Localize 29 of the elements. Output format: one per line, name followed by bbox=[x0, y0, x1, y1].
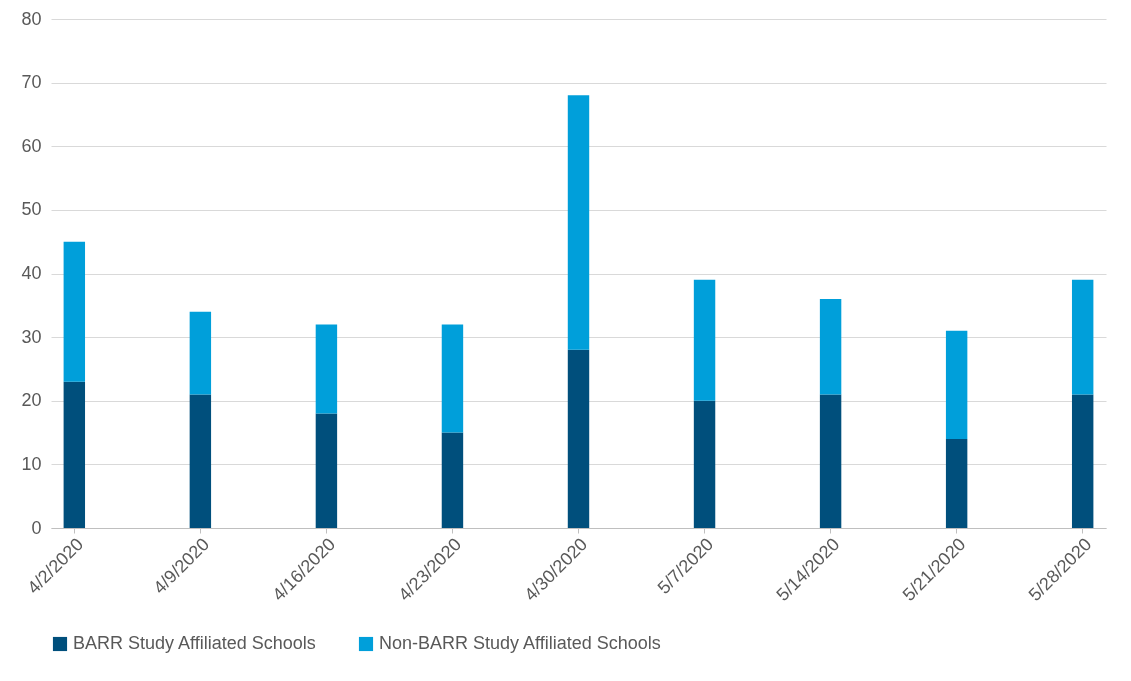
bar bbox=[819, 298, 842, 395]
bar bbox=[567, 95, 590, 350]
bar bbox=[63, 241, 86, 382]
y-tick-label: 70 bbox=[21, 72, 42, 93]
bar bbox=[945, 330, 968, 439]
y-tick-label: 10 bbox=[21, 453, 42, 474]
bar bbox=[315, 324, 338, 414]
legend-label: BARR Study Affiliated Schools bbox=[73, 633, 316, 653]
bar bbox=[693, 279, 716, 401]
bar bbox=[693, 400, 716, 528]
y-tick-label: 30 bbox=[21, 326, 42, 347]
legend-label: Non-BARR Study Affiliated Schools bbox=[379, 633, 661, 653]
y-tick-label: 60 bbox=[21, 135, 42, 156]
bar bbox=[63, 381, 86, 528]
y-tick-label: 0 bbox=[31, 517, 42, 538]
bar bbox=[441, 432, 464, 528]
y-tick-label: 40 bbox=[21, 263, 42, 283]
bar bbox=[441, 324, 464, 433]
bar bbox=[315, 413, 338, 528]
bar bbox=[1071, 279, 1094, 395]
bar bbox=[945, 438, 968, 528]
bar bbox=[819, 394, 842, 528]
y-tick-label: 50 bbox=[21, 199, 42, 220]
y-tick-label: 80 bbox=[21, 8, 42, 29]
y-tick-label: 20 bbox=[21, 390, 42, 411]
bar bbox=[567, 349, 590, 528]
bar bbox=[189, 311, 212, 395]
bar bbox=[189, 394, 212, 528]
bar bbox=[1071, 394, 1094, 528]
